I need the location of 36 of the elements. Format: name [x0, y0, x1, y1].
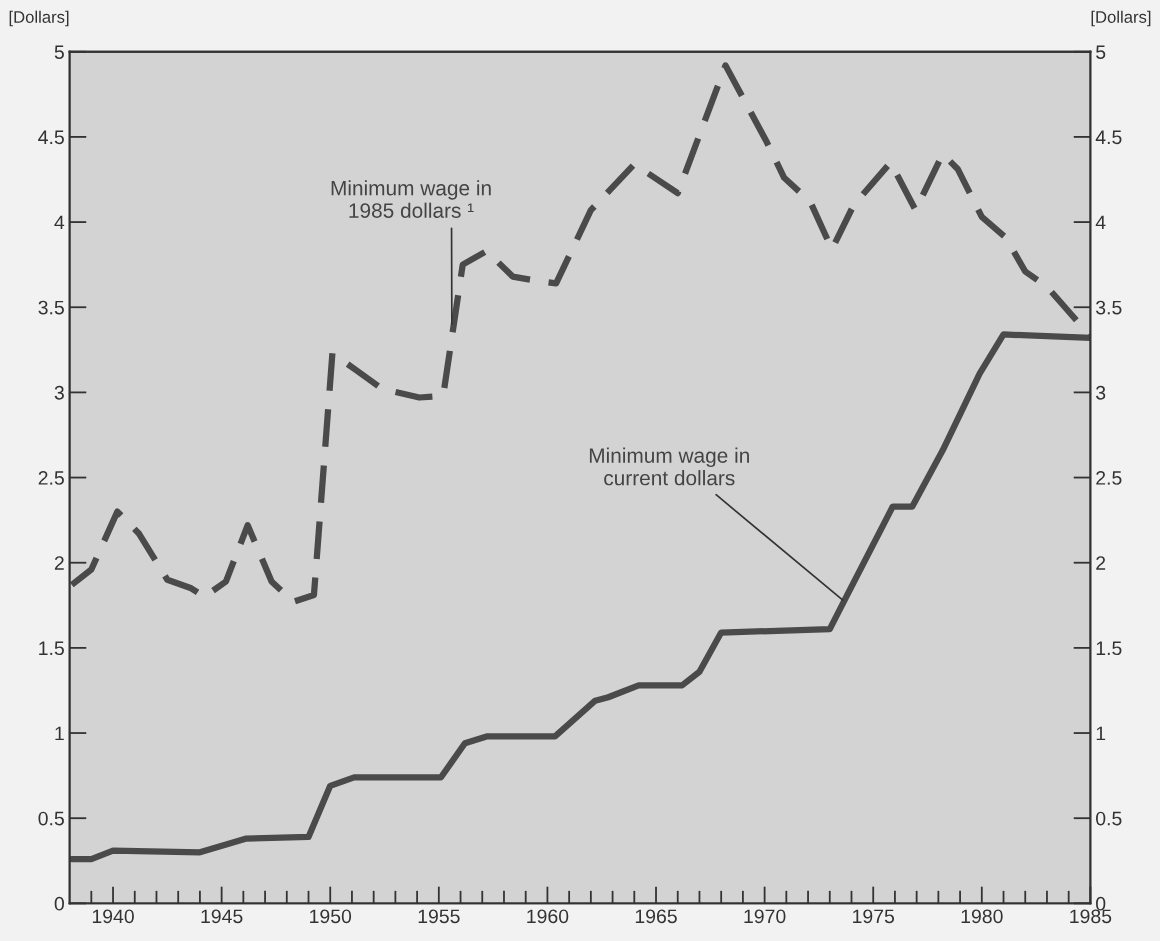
y-tick-label: 4: [54, 215, 65, 230]
x-tick-label: 1975: [853, 909, 895, 924]
y2-tick-label: 3: [1096, 385, 1106, 400]
x-tick-label: 1955: [418, 909, 460, 924]
x-tick-label: 1965: [635, 909, 677, 924]
y-tick-label: 3.5: [38, 300, 64, 315]
y2-tick-label: 2: [1096, 556, 1106, 570]
x-tick-label: 1960: [527, 909, 569, 924]
y-tick-label: 0: [54, 896, 64, 911]
y-axis-title: [Dollars]: [9, 10, 69, 27]
annotation: Minimum wage in 1985 dollars ¹: [331, 180, 491, 218]
x-tick-label: 1985: [1070, 909, 1112, 924]
y-tick-label: 2.5: [38, 471, 64, 485]
y2-tick-label: 1: [1096, 726, 1106, 741]
y2-tick-label: 1.5: [1096, 641, 1122, 656]
y2-tick-label: 3.5: [1096, 300, 1122, 315]
x-tick-label: 1940: [92, 909, 134, 924]
x-tick-label: 1980: [961, 909, 1003, 924]
y2-tick-label: 2.5: [1096, 471, 1122, 485]
y2-tick-label: 0: [1096, 896, 1106, 911]
y-tick-label: 5: [54, 45, 64, 59]
y2-tick-label: 5: [1096, 45, 1106, 59]
y2-axis-title: [Dollars]: [1091, 10, 1151, 27]
y-tick-label: 1: [55, 726, 64, 741]
y2-tick-label: 4.5: [1095, 130, 1122, 145]
y-tick-label: 4.5: [38, 130, 64, 145]
y2-tick-label: 0.5: [1096, 811, 1122, 826]
y-tick-label: 2: [54, 556, 64, 570]
y-tick-label: 0.5: [38, 811, 64, 826]
y-tick-label: 1.5: [39, 641, 64, 656]
x-tick-label: 1950: [310, 909, 352, 924]
x-tick-label: 1945: [201, 909, 243, 924]
y2-tick-label: 4: [1095, 215, 1106, 230]
y-tick-label: 3: [54, 385, 64, 400]
annotation: Minimum wage in current dollars: [589, 447, 749, 486]
x-tick-label: 1970: [744, 909, 786, 924]
